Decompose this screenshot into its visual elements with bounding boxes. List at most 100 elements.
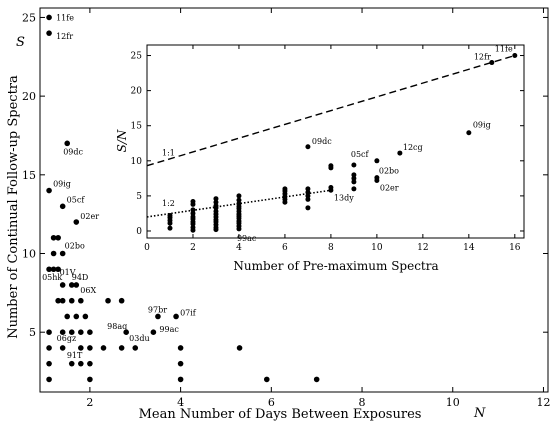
main-y-tick-label: 25	[22, 11, 36, 24]
inset-data-point	[305, 196, 311, 202]
main-data-point	[55, 266, 61, 273]
main-y-tick-label: 15	[22, 169, 36, 182]
inset-annotation: 09dc	[312, 137, 332, 146]
main-data-point	[46, 30, 52, 36]
main-x-tick-label: 10	[446, 396, 460, 409]
inset-x-tick-label: 4	[236, 243, 242, 253]
inset-x-tick-label: 14	[463, 243, 475, 253]
main-data-point	[68, 297, 75, 304]
main-annotation: 09ig	[53, 180, 71, 189]
inset-data-point	[351, 162, 357, 168]
inset-data-point	[190, 207, 196, 213]
main-data-point	[59, 282, 66, 288]
inset-data-point	[167, 225, 173, 231]
inset-data-point	[397, 150, 403, 156]
inset-annotation: 13dy	[334, 193, 354, 202]
main-annotation: 97br	[148, 305, 167, 314]
main-x-tick-label: 6	[268, 396, 275, 409]
main-data-point	[59, 297, 66, 304]
main-data-point	[46, 266, 52, 273]
inset-y-tick-label: 20	[131, 87, 143, 97]
main-data-point	[68, 329, 75, 335]
inset-data-point	[213, 208, 219, 214]
inset-data-point	[466, 130, 472, 136]
inset-y-tick-label: 5	[136, 192, 142, 202]
main-y-tick-label: 5	[29, 326, 36, 339]
main-x-tick-label: 4	[177, 396, 184, 409]
inset-data-point	[328, 163, 334, 169]
inset-annotation: 1:2	[162, 199, 175, 208]
inset-data-point	[190, 210, 196, 216]
main-data-point	[87, 360, 93, 367]
main-data-point	[46, 376, 52, 383]
inset-y-tick-label: 0	[136, 227, 142, 237]
inset-data-point	[351, 179, 357, 185]
inset-y-tick-label: 15	[131, 122, 143, 132]
inset-data-point	[305, 205, 311, 211]
inset-annotation: 09ig	[473, 121, 491, 130]
main-annotation: 06gz	[57, 334, 77, 343]
main-data-point	[55, 234, 61, 241]
inset-reference-line	[146, 54, 516, 167]
main-data-point	[78, 329, 84, 335]
inset-data-point	[351, 172, 357, 178]
main-data-point	[50, 266, 57, 273]
main-data-point	[87, 376, 93, 383]
main-data-point	[78, 297, 84, 304]
main-plot-frame	[39, 7, 549, 393]
main-data-point	[173, 313, 179, 320]
inset-plot-frame	[146, 44, 525, 239]
main-data-point	[50, 250, 57, 257]
inset-data-point	[305, 186, 311, 192]
main-y-axis-label: Number of Continual Follow-up Spectra	[6, 75, 21, 339]
inset-chart: 0 2 4 6 8 10 12 14 16 0 5 10 15 20 25 11fe 12fr 09ig 12cg…	[115, 40, 540, 273]
inset-y-tick-label: 10	[131, 157, 143, 167]
main-data-point	[46, 360, 52, 367]
main-annotation: 05cf	[67, 195, 86, 204]
inset-data-points	[167, 53, 518, 233]
inset-x-axis-label: Number of Pre-maximum Spectra	[233, 259, 438, 273]
main-data-point	[59, 250, 66, 257]
inset-annotations: 11fe 12fr 09ig 12cg 09dc 05cf 02bo 02er 13dy 99ac…	[162, 45, 513, 243]
inset-data-point	[236, 193, 242, 199]
inset-data-point	[190, 199, 196, 205]
inset-annotation: 02er	[380, 183, 399, 192]
inset-x-tick-label: 0	[144, 243, 150, 253]
main-data-point	[105, 297, 111, 304]
inset-data-point	[305, 193, 311, 199]
inset-data-point	[190, 214, 196, 220]
inset-data-point	[374, 158, 380, 164]
main-data-points	[46, 14, 320, 383]
main-data-point	[87, 345, 93, 351]
main-y-tick-label: 20	[22, 90, 36, 103]
inset-x-tick-label: 16	[509, 243, 521, 253]
main-data-point	[236, 345, 243, 351]
main-annotation: 98aq	[107, 322, 127, 331]
main-data-point	[177, 345, 184, 351]
inset-data-point	[190, 224, 196, 230]
inset-data-point	[213, 199, 219, 205]
main-data-point	[118, 345, 125, 351]
inset-annotation: 05cf	[351, 150, 370, 159]
inset-data-point	[489, 60, 495, 66]
main-data-point	[132, 345, 139, 351]
inset-annotation: 12fr	[474, 53, 491, 62]
main-annotation: 12fr	[56, 32, 73, 41]
inset-annotation: 02bo	[379, 167, 399, 176]
main-x-tick-label: 8	[359, 396, 366, 409]
main-data-point	[50, 234, 57, 241]
main-data-point	[68, 360, 75, 367]
main-data-point	[177, 376, 184, 383]
main-data-point	[73, 313, 80, 320]
inset-data-point	[305, 144, 311, 150]
main-annotation: 01V	[60, 268, 76, 277]
main-data-point	[155, 313, 161, 320]
main-y-symbol: S	[16, 35, 25, 50]
inset-y-axis-label: S/N	[115, 129, 129, 152]
main-annotation: 11fe	[56, 13, 74, 22]
main-data-point	[59, 345, 66, 351]
inset-background	[118, 40, 540, 258]
main-x-tick-label: 2	[86, 396, 93, 409]
